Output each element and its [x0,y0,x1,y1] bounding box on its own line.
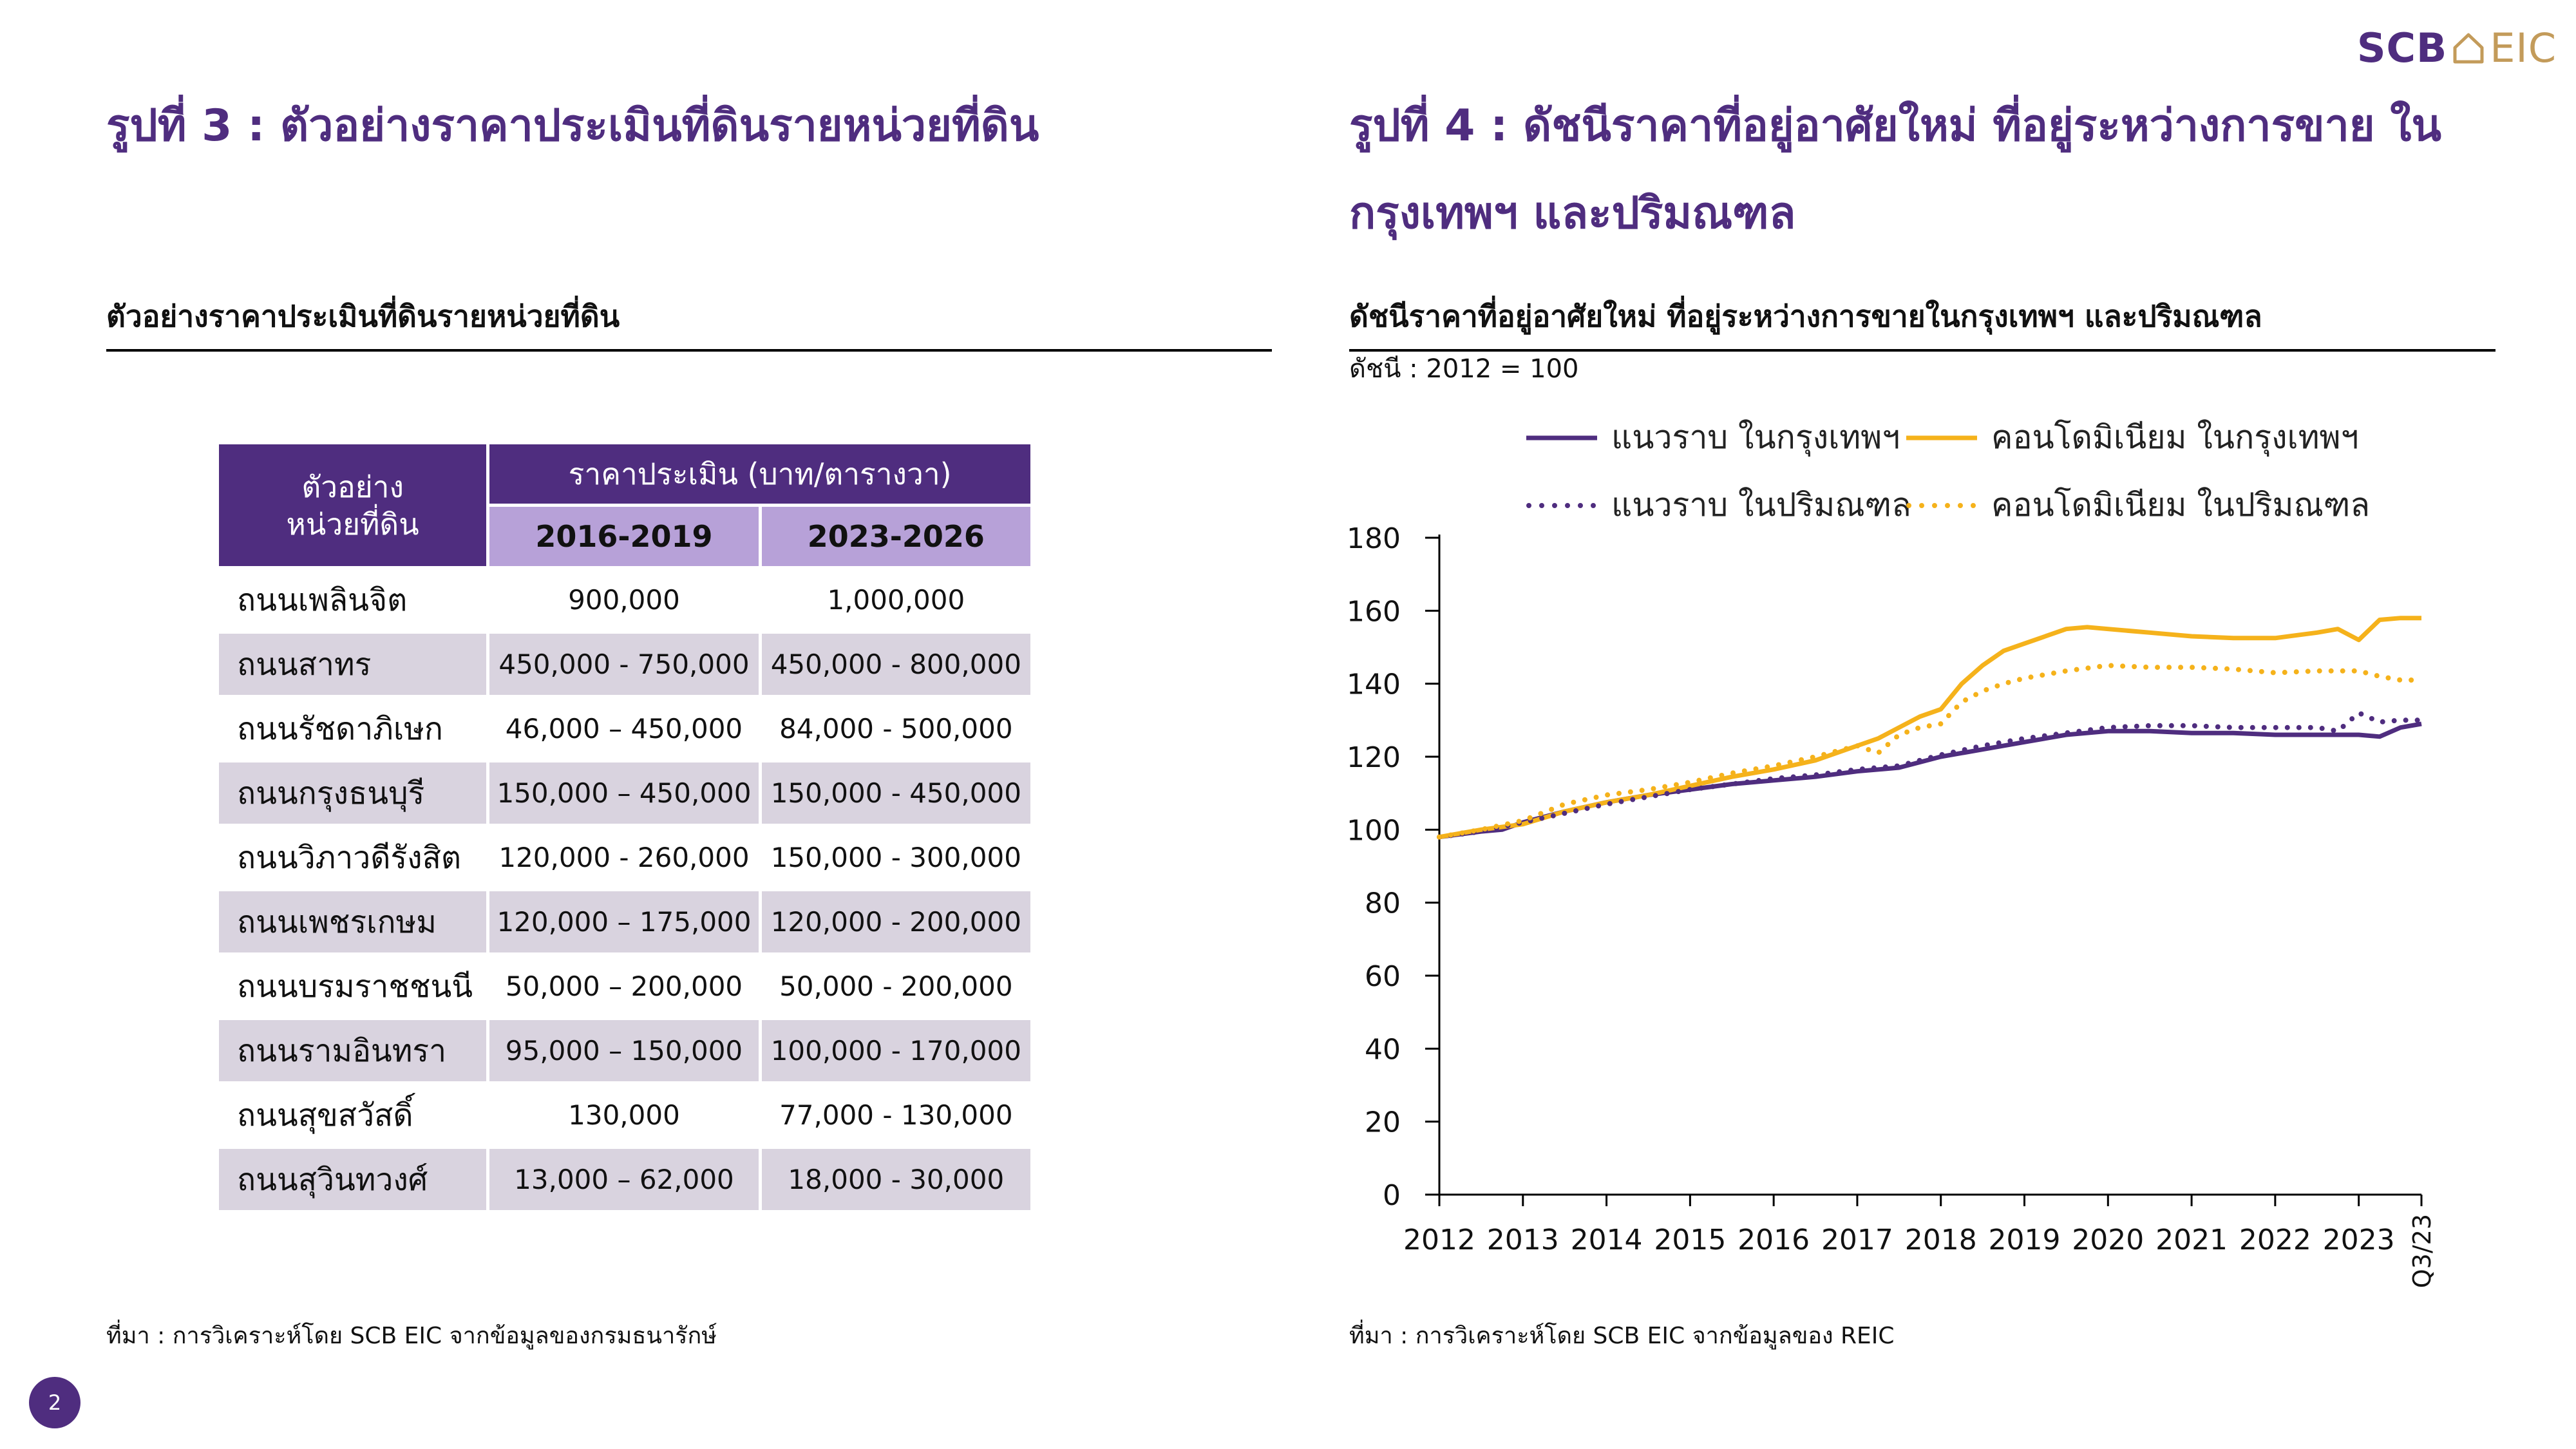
legend-label: คอนโดมิเนียม ในปริมณฑล [1991,486,2371,524]
table-cell-price-2016: 120,000 – 175,000 [489,891,759,952]
x-tick-label: 2015 [1654,1224,1726,1256]
table-cell-price-2023: 18,000 - 30,000 [761,1149,1030,1210]
legend-line-dotted-gold-icon [1906,502,1977,508]
series-line-0 [1439,721,2422,840]
logo-scb-text: SCB [2356,24,2448,71]
table-cell-price-2023: 100,000 - 170,000 [761,1020,1030,1081]
y-tick-label: 140 [1347,668,1401,701]
legend-item-landed-bangkok: แนวราบ ในกรุงเทพฯ [1526,412,1900,463]
table-row: ถนนเพชรเกษม 120,000 – 175,000 120,000 - … [219,891,1030,952]
page-number: 2 [29,1377,80,1428]
table-header-appraisal-price: ราคาประเมิน (บาท/ตารางวา) [489,444,1030,504]
table-row: ถนนสุวินทวงศ์ 13,000 – 62,000 18,000 - 3… [219,1149,1030,1210]
table-cell-price-2016: 50,000 – 200,000 [505,971,743,1002]
x-tick-label: 2023 [2323,1224,2395,1256]
x-tick-label: 2017 [1821,1224,1893,1256]
table-cell-price-2016: 120,000 - 260,000 [498,842,750,873]
table-cell-road: ถนนเพลินจิต [237,582,408,618]
x-tick-label: 2014 [1571,1224,1643,1256]
figure-3-title: รูปที่ 3 : ตัวอย่างราคาประเมินที่ดินรายห… [106,100,1039,151]
y-tick-label: 0 [1383,1179,1401,1212]
legend-line-dotted-purple-icon [1526,502,1597,508]
table-cell-road: ถนนกรุงธนบุรี [219,762,487,824]
legend-label: คอนโดมิเนียม ในกรุงเทพฯ [1991,419,2359,456]
table-cell-price-2023: 120,000 - 200,000 [761,891,1030,952]
table-header-land-unit: ตัวอย่าง หน่วยที่ดิน [219,444,487,566]
figure-4-source: ที่มา : การวิเคราะห์โดย SCB EIC จากข้อมู… [1349,1323,1895,1349]
table-cell-price-2023: 50,000 - 200,000 [779,971,1013,1002]
table-row: ถนนวิภาวดีรังสิต 120,000 - 260,000 150,0… [219,827,1030,888]
series-line-1 [1439,616,2421,840]
table-row: ถนนกรุงธนบุรี 150,000 – 450,000 150,000 … [219,762,1030,824]
table-cell-road: ถนนสาทร [219,634,487,695]
table-cell-price-2016: 95,000 – 150,000 [489,1020,759,1081]
figure-3-source: ที่มา : การวิเคราะห์โดย SCB EIC จากข้อมู… [106,1323,717,1349]
y-tick-label: 40 [1365,1033,1401,1066]
table-cell-price-2016: 900,000 [568,584,680,616]
table-header-period-2: 2023-2026 [761,507,1030,566]
series-line-3 [1437,663,2424,840]
table-cell-price-2023: 84,000 - 500,000 [779,713,1013,744]
figure-3-subtitle: ตัวอย่างราคาประเมินที่ดินรายหน่วยที่ดิน [106,293,1272,352]
y-tick-label: 60 [1365,960,1401,993]
x-tick-label: 2020 [2072,1224,2144,1256]
figure-4-subtitle: ดัชนีราคาที่อยู่อาศัยใหม่ ที่อยู่ระหว่าง… [1349,293,2496,352]
table-cell-price-2023: 450,000 - 800,000 [761,634,1030,695]
legend-item-landed-vicinity: แนวราบ ในปริมณฑล [1526,480,1911,531]
table-subheader-row: 2016-2019 2023-2026 [219,507,1030,566]
y-tick-label: 20 [1365,1106,1401,1139]
legend-line-solid-purple-icon [1526,435,1597,440]
index-base-note: ดัชนี : 2012 = 100 [1349,354,1579,384]
x-tick-label: 2021 [2155,1224,2228,1256]
table-cell-price-2023: 150,000 - 300,000 [770,842,1021,873]
table-row: ถนนสุขสวัสดิ์ 130,000 77,000 - 130,000 [219,1084,1030,1146]
legend-item-condo-vicinity: คอนโดมิเนียม ในปริมณฑล [1906,480,2370,531]
table-cell-price-2023: 1,000,000 [827,584,965,616]
legend-line-solid-gold-icon [1906,435,1977,440]
table-header-row: ตัวอย่าง หน่วยที่ดิน ราคาประเมิน (บาท/ตา… [219,444,1030,566]
scb-eic-logo: SCB EIC [2357,24,2557,71]
legend-label: แนวราบ ในปริมณฑล [1611,486,1911,524]
table-cell-price-2016: 46,000 – 450,000 [505,713,743,744]
table-cell-road: ถนนรัชดาภิเษก [237,710,443,747]
series-line-2 [1437,710,2424,840]
legend-item-condo-bangkok: คอนโดมิเนียม ในกรุงเทพฯ [1906,412,2359,463]
house-icon [2453,33,2484,63]
table-row: ถนนเพลินจิต 900,000 1,000,000 [219,569,1030,630]
table-cell-price-2023: 150,000 - 450,000 [761,762,1030,824]
table-cell-price-2016: 13,000 – 62,000 [489,1149,759,1210]
table-cell-price-2016: 150,000 – 450,000 [489,762,759,824]
table-row: ถนนรัชดาภิเษก 46,000 – 450,000 84,000 - … [219,698,1030,759]
table-row: ถนนสาทร 450,000 - 750,000 450,000 - 800,… [219,634,1030,695]
x-tick-label: 2012 [1403,1224,1475,1256]
x-tick-label: 2013 [1487,1224,1559,1256]
y-tick-label: 160 [1347,595,1401,628]
x-tick-label: 2022 [2239,1224,2311,1256]
x-tick-label: 2019 [1989,1224,2061,1256]
y-tick-label: 80 [1365,887,1401,920]
y-tick-label: 180 [1347,522,1401,555]
housing-price-index-chart: 0 20 40 60 80 100 120 140 160 180 2012 2013 2014 2015… [1347,522,2436,1288]
table-cell-road: ถนนเพชรเกษม [219,891,487,952]
x-tick-label: 2018 [1905,1224,1977,1256]
x-tick-label: 2016 [1738,1224,1810,1256]
table-cell-road: ถนนวิภาวดีรังสิต [237,839,462,876]
figure-4-title: รูปที่ 4 : ดัชนีราคาที่อยู่อาศัยใหม่ ที่… [1349,100,2441,239]
legend-label: แนวราบ ในกรุงเทพฯ [1611,419,1900,456]
table-cell-road: ถนนบรมราชชนนี [237,968,473,1005]
land-appraisal-table: ตัวอย่าง หน่วยที่ดิน ราคาประเมิน (บาท/ตา… [216,441,1034,1213]
table-cell-road: ถนนรามอินทรา [219,1020,487,1081]
table-row: ถนนบรมราชชนนี 50,000 – 200,000 50,000 - … [219,956,1030,1017]
y-tick-label: 120 [1347,741,1401,774]
table-cell-price-2023: 77,000 - 130,000 [779,1099,1013,1131]
table-header-period-1: 2016-2019 [489,507,759,566]
y-tick-label: 100 [1347,814,1401,847]
table-cell-road: ถนนสุวินทวงศ์ [219,1149,487,1210]
table-cell-price-2016: 450,000 - 750,000 [489,634,759,695]
logo-eic-text: EIC [2490,24,2557,71]
table-cell-price-2016: 130,000 [568,1099,680,1131]
table-row: ถนนรามอินทรา 95,000 – 150,000 100,000 - … [219,1020,1030,1081]
table-cell-road: ถนนสุขสวัสดิ์ [237,1097,413,1133]
x-tick-label-quarter: Q3/23 [2408,1214,2436,1288]
